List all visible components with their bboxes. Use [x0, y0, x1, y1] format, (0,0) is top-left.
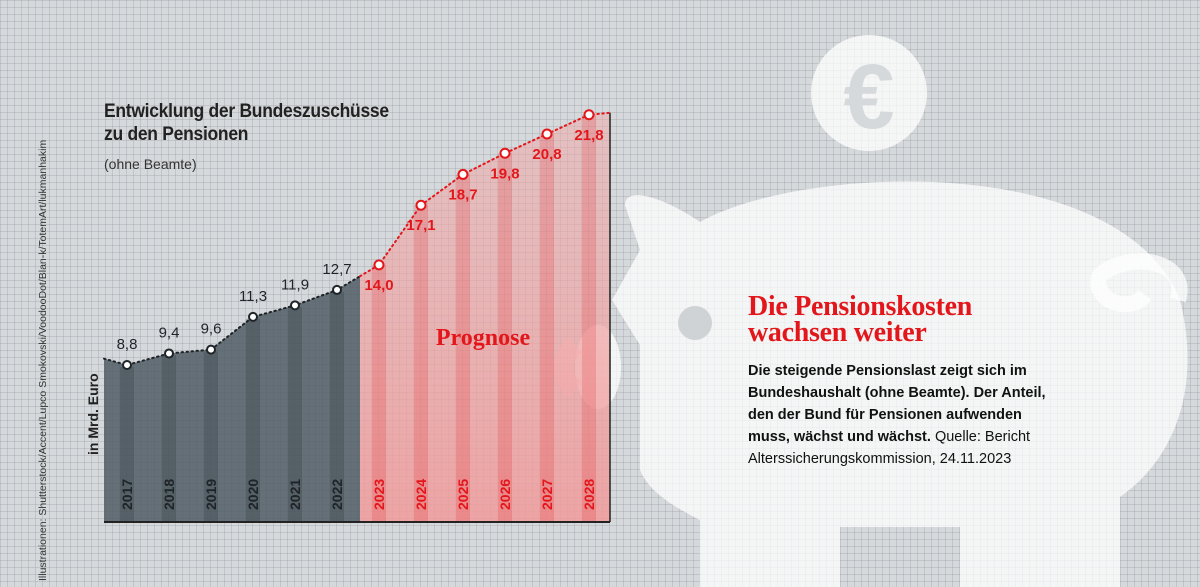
y-axis-label: in Mrd. Euro: [85, 373, 101, 455]
forecast-stripe: [582, 114, 596, 522]
headline: Die Pensionskosten wachsen weiter: [748, 291, 973, 348]
svg-text:€: €: [843, 46, 894, 148]
value-label-2024: 17,1: [406, 217, 435, 234]
value-label-2021: 11,9: [281, 276, 309, 293]
description-bold: Die steigende Pensionslast zeigt sich im…: [748, 363, 1046, 445]
data-point-2020: [248, 311, 258, 322]
actual-stripe: [330, 291, 344, 522]
forecast-line: [359, 111, 611, 278]
value-label-layer: 8,8 9,4 9,6 11,3 11,9 12,7 14,0 17,1 18,7 19,8 20,…: [117, 127, 604, 353]
headline-line1: Die Pensionskosten: [748, 291, 973, 322]
x-tick-2024: 2024: [413, 479, 429, 510]
forecast-stripe: [498, 153, 512, 522]
chart-subtitle: (ohne Beamte): [104, 156, 197, 172]
x-tick-2017: 2017: [119, 479, 135, 510]
value-label-2028: 21,8: [574, 127, 603, 144]
value-label-2023: 14,0: [364, 277, 393, 294]
actual-stripe: [162, 355, 176, 522]
data-point-2021: [290, 300, 300, 311]
data-point-2018: [164, 348, 174, 359]
x-tick-2023: 2023: [371, 479, 387, 510]
x-tick-2021: 2021: [287, 479, 303, 510]
x-tick-2028: 2028: [581, 479, 597, 510]
value-label-2022: 12,7: [322, 261, 351, 278]
forecast-stripe: [456, 174, 470, 523]
euro-coin-icon: €: [811, 35, 927, 151]
x-tick-2025: 2025: [455, 479, 471, 510]
forecast-stripe: [414, 205, 428, 522]
actual-line: [103, 275, 361, 367]
headline-line2: wachsen weiter: [748, 317, 927, 348]
x-tick-2027: 2027: [539, 479, 555, 510]
data-point-2017: [122, 360, 132, 370]
actual-stripe: [246, 318, 260, 522]
line-layer: [103, 111, 611, 367]
x-tick-2026: 2026: [497, 479, 513, 510]
data-point-2028: [583, 109, 595, 121]
image-credit: Illustrationen: Shutterstock/Accent/Lupc…: [37, 139, 49, 581]
axes-layer: [104, 112, 611, 523]
description: Die steigende Pensionslast zeigt sich im…: [748, 360, 1048, 470]
chart-title-line2: zu den Pensionen: [104, 124, 249, 145]
point-layer: [122, 109, 595, 370]
forecast-stripe: [540, 134, 554, 522]
value-label-2017: 8,8: [117, 336, 138, 353]
data-point-2019: [206, 344, 216, 355]
forecast-stripe: [372, 264, 386, 522]
value-label-2026: 19,8: [490, 165, 519, 182]
area-layer: [104, 112, 610, 522]
data-point-2022: [332, 284, 342, 295]
value-label-2019: 9,6: [201, 321, 222, 338]
data-point-2027: [541, 128, 553, 140]
forecast-area: [360, 112, 610, 522]
value-label-2025: 18,7: [448, 186, 477, 203]
actual-stripe: [204, 351, 218, 522]
x-tick-2019: 2019: [203, 479, 219, 510]
data-point-2026: [499, 147, 511, 159]
actual-stripe: [120, 367, 134, 522]
value-label-2018: 9,4: [159, 324, 180, 341]
x-tick-2020: 2020: [245, 479, 261, 510]
stripe-layer: [120, 114, 596, 523]
actual-area: [104, 276, 360, 522]
chart-title-line1: Entwicklung der Bundeszuschüsse: [104, 101, 389, 122]
value-label-2020: 11,3: [239, 288, 267, 305]
forecast-label: Prognose: [436, 325, 531, 351]
data-point-2024: [415, 199, 427, 211]
x-tick-2022: 2022: [329, 479, 345, 510]
x-tick-2018: 2018: [161, 479, 177, 510]
data-point-2025: [457, 168, 469, 180]
source-note: Quelle: Bericht Alterssicherungskommissi…: [748, 429, 1031, 467]
value-label-2027: 20,8: [532, 146, 561, 163]
actual-stripe: [288, 307, 302, 522]
data-point-2023: [373, 259, 385, 271]
x-tick-label-layer: 2017 2018 2019 2020 2021 2022 2023 2024 2025 2026…: [119, 479, 597, 510]
